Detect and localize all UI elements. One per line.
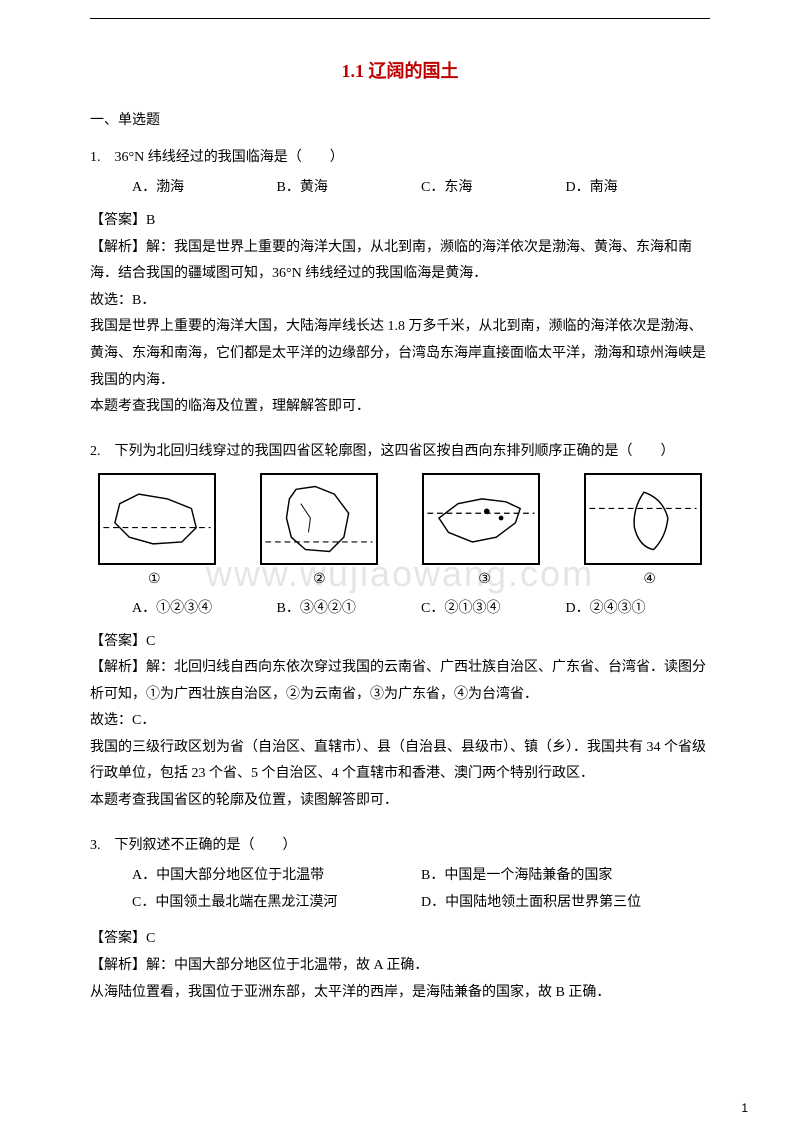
map-2 <box>260 473 378 565</box>
map-label-4: ④ <box>643 567 656 594</box>
q2-map-labels: ① ② ③ ④ <box>90 567 710 594</box>
q3-opt-a: A．中国大部分地区位于北温带 <box>132 863 421 890</box>
q1-opt-b: B．黄海 <box>277 175 422 202</box>
q2-opt-d: D．②④③① <box>566 596 711 623</box>
q1-opt-c: C．东海 <box>421 175 566 202</box>
map-label-3: ③ <box>478 567 491 594</box>
q2-explanation-4: 本题考查我国省区的轮廓及位置，读图解答即可． <box>90 788 710 815</box>
page-number: 1 <box>741 1097 748 1120</box>
q1-stem: 1. 36°N 纬线经过的我国临海是（ ） <box>90 145 710 172</box>
q1-options: A．渤海 B．黄海 C．东海 D．南海 <box>90 175 710 202</box>
q2-opt-c: C．②①③④ <box>421 596 566 623</box>
q2-opt-a: A．①②③④ <box>132 596 277 623</box>
map-label-1: ① <box>148 567 161 594</box>
map-3 <box>422 473 540 565</box>
q3-opt-b: B．中国是一个海陆兼备的国家 <box>421 863 710 890</box>
page-title: 1.1 辽阔的国土 <box>90 54 710 88</box>
q2-explanation-1: 【解析】解：北回归线自西向东依次穿过我国的云南省、广西壮族自治区、广东省、台湾省… <box>90 655 710 708</box>
q2-opt-b: B．③④②① <box>277 596 422 623</box>
q2-stem: 2. 下列为北回归线穿过的我国四省区轮廓图，这四省区按自西向东排列顺序正确的是（… <box>90 439 710 466</box>
map-label-2: ② <box>313 567 326 594</box>
q2-answer: 【答案】C <box>90 629 710 656</box>
q3-opt-d: D．中国陆地领土面积居世界第三位 <box>421 890 710 917</box>
section-heading: 一、单选题 <box>90 108 710 135</box>
q3-options: A．中国大部分地区位于北温带 B．中国是一个海陆兼备的国家 C．中国领土最北端在… <box>90 863 710 916</box>
q1-explanation-3: 我国是世界上重要的海洋大国，大陆海岸线长达 1.8 万多千米，从北到南，濒临的海… <box>90 314 710 394</box>
q3-explanation-2: 从海陆位置看，我国位于亚洲东部，太平洋的西岸，是海陆兼备的国家，故 B 正确． <box>90 980 710 1007</box>
q2-maps <box>90 473 710 565</box>
map-1 <box>98 473 216 565</box>
q1-explanation-2: 故选：B． <box>90 288 710 315</box>
map-4 <box>584 473 702 565</box>
q3-answer: 【答案】C <box>90 926 710 953</box>
q1-answer: 【答案】B <box>90 208 710 235</box>
q3-stem: 3. 下列叙述不正确的是（ ） <box>90 833 710 860</box>
q3-opt-c: C．中国领土最北端在黑龙江漠河 <box>132 890 421 917</box>
q1-explanation-4: 本题考查我国的临海及位置，理解解答即可． <box>90 394 710 421</box>
q2-options: A．①②③④ B．③④②① C．②①③④ D．②④③① <box>90 596 710 623</box>
q1-opt-a: A．渤海 <box>132 175 277 202</box>
q3-explanation-1: 【解析】解：中国大部分地区位于北温带，故 A 正确． <box>90 953 710 980</box>
q2-explanation-3: 我国的三级行政区划为省（自治区、直辖市）、县（自治县、县级市）、镇（乡）．我国共… <box>90 735 710 788</box>
q1-explanation-1: 【解析】解：我国是世界上重要的海洋大国，从北到南，濒临的海洋依次是渤海、黄海、东… <box>90 235 710 288</box>
q2-explanation-2: 故选：C． <box>90 708 710 735</box>
q1-opt-d: D．南海 <box>566 175 711 202</box>
